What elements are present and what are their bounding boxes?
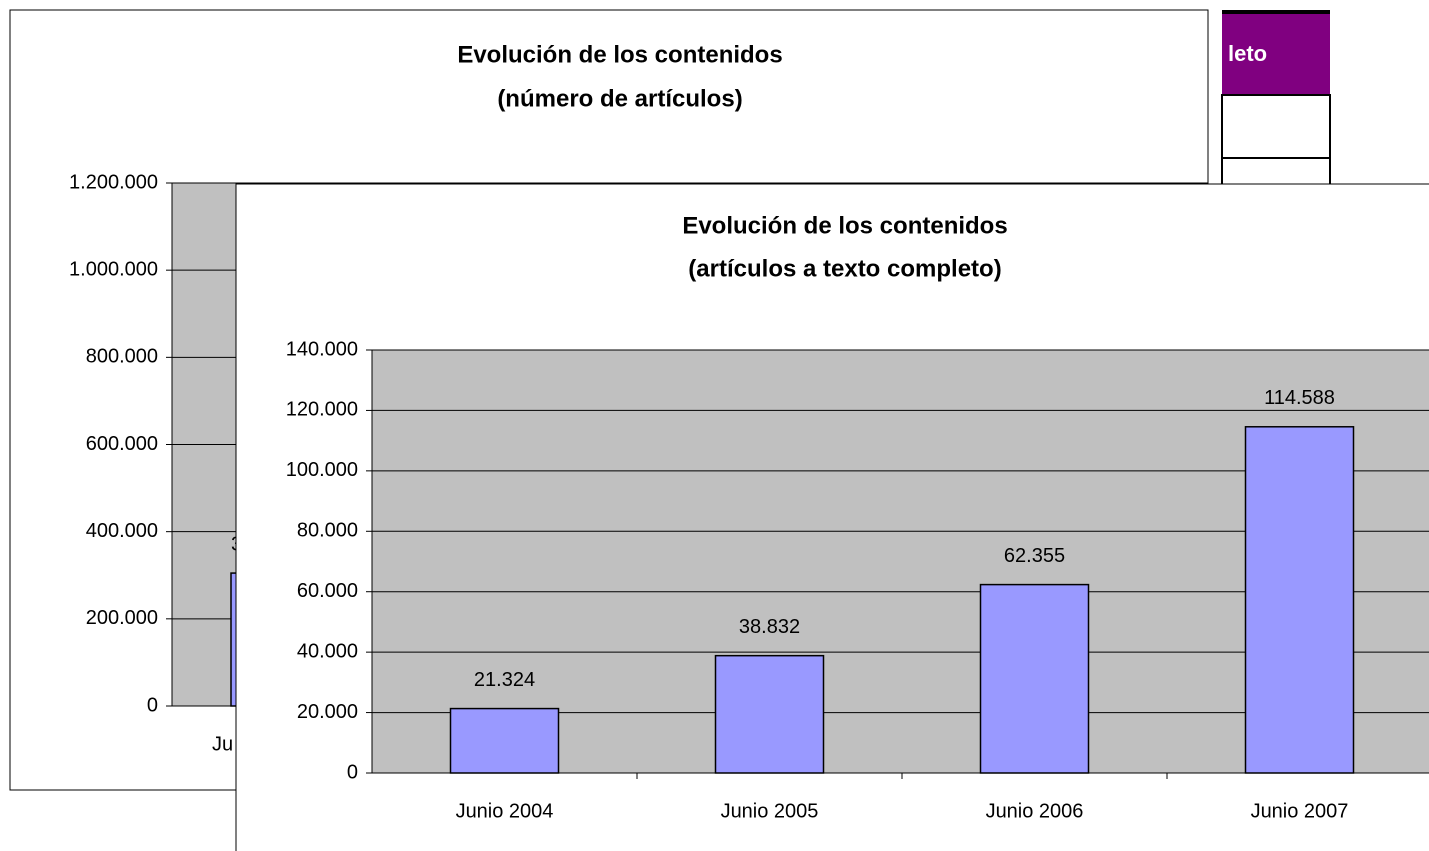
y-tick-label: 200.000 (86, 607, 158, 629)
bar (979, 583, 1090, 774)
y-tick-label: 800.000 (86, 346, 158, 368)
bar (714, 654, 825, 774)
y-tick-label: 100.000 (286, 459, 358, 481)
x-tick-label: Junio 2005 (721, 800, 819, 822)
y-tick-label: 60.000 (297, 580, 358, 602)
chart-title: (artículos a texto completo) (688, 255, 1001, 282)
bar (1244, 426, 1355, 774)
y-tick-label: 120.000 (286, 399, 358, 421)
y-tick-label: 0 (147, 694, 158, 716)
table-fragment: leto (1221, 10, 1331, 199)
y-tick-label: 0 (347, 761, 358, 783)
y-tick-label: 400.000 (86, 520, 158, 542)
x-tick-label: Junio 2007 (1251, 800, 1349, 822)
data-label: 62.355 (1004, 545, 1065, 567)
table-cell (1221, 94, 1331, 159)
data-label: 21.324 (474, 669, 535, 691)
table-header-text: leto (1228, 41, 1267, 66)
y-tick-label: 1.000.000 (69, 258, 158, 280)
data-label: 38.832 (739, 616, 800, 638)
data-label: 114.588 (1264, 387, 1335, 409)
y-tick-label: 80.000 (297, 520, 358, 542)
y-tick-label: 1.200.000 (69, 171, 158, 193)
x-tick-label: Junio 2004 (456, 800, 554, 822)
y-tick-label: 20.000 (297, 701, 358, 723)
chart-title: (número de artículos) (497, 85, 742, 112)
chart-title: Evolución de los contenidos (682, 212, 1007, 239)
y-tick-label: 600.000 (86, 433, 158, 455)
y-tick-label: 40.000 (297, 640, 358, 662)
x-tick-label: Ju (212, 733, 233, 755)
bar (449, 707, 560, 774)
x-tick-label: Junio 2006 (986, 800, 1084, 822)
chart-title: Evolución de los contenidos (457, 41, 782, 68)
y-tick-label: 140.000 (286, 338, 358, 360)
table-header-cell (1222, 12, 1330, 95)
front-chart: Evolución de los contenidos (artículos a … (235, 183, 1429, 851)
